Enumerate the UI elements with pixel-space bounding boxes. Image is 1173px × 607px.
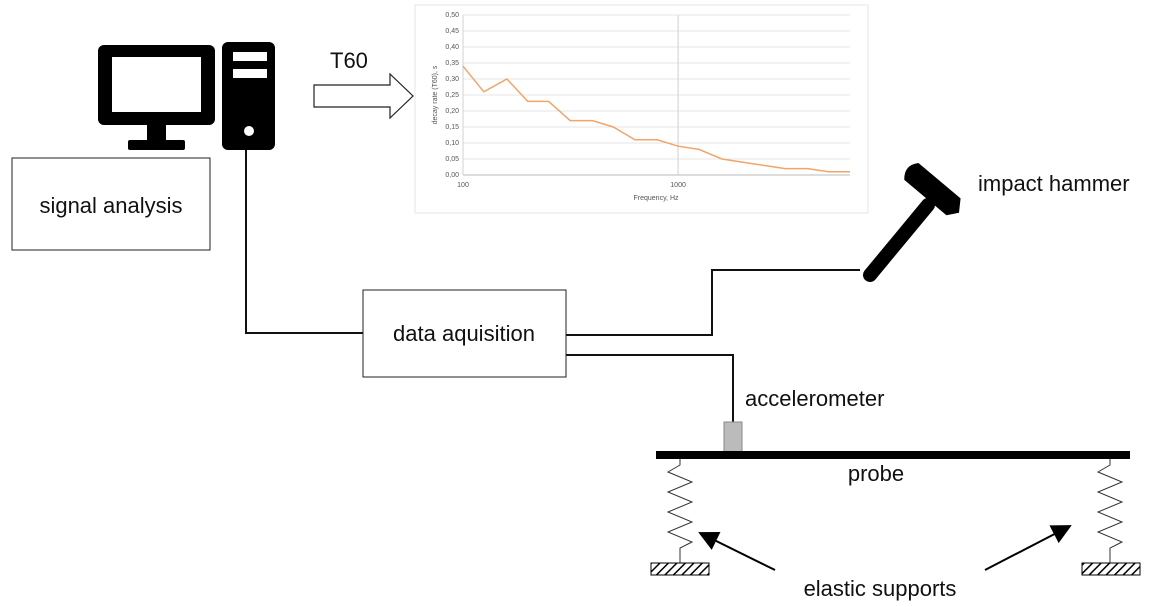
data-acquisition-box [362,289,567,378]
accelerometer-label: accelerometer [745,386,884,411]
y-tick-label: 0,45 [445,28,459,35]
wire [566,354,734,422]
y-tick-label: 0,35 [445,60,459,67]
y-tick-label: 0,15 [445,124,459,131]
y-tick-label: 0,30 [445,76,459,83]
y-axis-label: decay rate (T60), s [432,65,439,124]
t60-label: T60 [330,48,368,73]
chart-card [414,4,869,214]
support-base [650,562,710,576]
wire [245,150,363,334]
y-tick-label: 0,05 [445,156,459,163]
accelerometer [723,421,743,453]
elastic-supports-label: elastic supports [804,576,957,601]
pointer-arrow [984,525,1072,571]
inset-chart: 0,00 0,05 0,10 0,15 0,20 0,25 0,30 0,35 0,40 0,45… [445,12,850,189]
data-acquisition-label: data aquisition [393,321,535,346]
x-tick-label: 1000 [670,182,686,189]
pointer-arrow [698,531,776,571]
signal-analysis-label: signal analysis [39,193,182,218]
y-tick-label: 0,00 [445,172,459,179]
hollow-arrow [313,72,414,120]
y-tick-label: 0,10 [445,140,459,147]
y-tick-label: 0,40 [445,44,459,51]
support-base [1081,562,1141,576]
spring [1096,459,1124,563]
data-line [462,65,850,173]
probe-beam [656,451,1130,459]
spring [666,459,694,563]
y-tick-label: 0,25 [445,92,459,99]
impact-hammer-label: impact hammer [978,171,1130,196]
computer-icon [98,42,275,150]
hammer-icon [863,163,961,282]
y-tick-label: 0,50 [445,12,459,19]
wire [566,269,860,336]
y-tick-label: 0,20 [445,108,459,115]
signal-analysis-box [11,157,211,251]
x-axis-label: Frequency, Hz [634,195,679,202]
x-tick-label: 100 [457,182,469,189]
probe-label: probe [848,461,904,486]
